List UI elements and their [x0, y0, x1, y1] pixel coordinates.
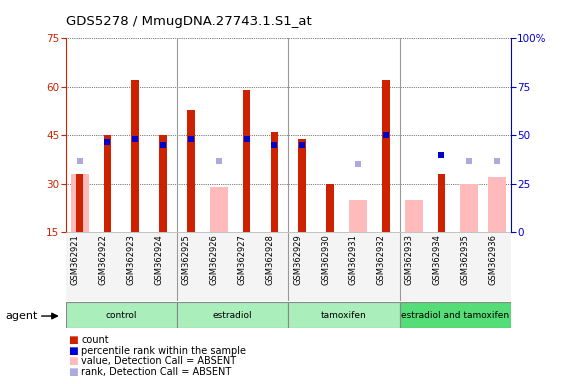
Text: GSM362926: GSM362926 [210, 235, 219, 285]
Bar [131, 80, 139, 232]
Text: ■: ■ [69, 367, 78, 377]
Text: count: count [81, 335, 108, 345]
Bar [71, 174, 89, 232]
Text: control: control [106, 311, 137, 320]
Bar [428, 233, 456, 301]
Text: agent: agent [6, 311, 38, 321]
Text: GSM362923: GSM362923 [126, 235, 135, 285]
Text: GSM362934: GSM362934 [432, 235, 441, 285]
Bar [94, 233, 122, 301]
Text: rank, Detection Call = ABSENT: rank, Detection Call = ABSENT [81, 367, 231, 377]
Bar [159, 136, 167, 232]
Text: estradiol: estradiol [213, 311, 252, 320]
Bar [288, 302, 400, 328]
Text: GSM362936: GSM362936 [488, 235, 497, 285]
Bar [205, 233, 233, 301]
Bar [483, 233, 511, 301]
Bar [149, 233, 177, 301]
Text: GSM362935: GSM362935 [460, 235, 469, 285]
Bar [460, 184, 478, 232]
Bar [299, 139, 306, 232]
Text: GSM362921: GSM362921 [71, 235, 79, 285]
Bar [382, 80, 389, 232]
Text: GSM362927: GSM362927 [238, 235, 247, 285]
Bar [233, 233, 260, 301]
Bar [66, 302, 177, 328]
Text: GSM362924: GSM362924 [154, 235, 163, 285]
Text: GSM362930: GSM362930 [321, 235, 330, 285]
Bar [488, 177, 506, 232]
Text: estradiol and tamoxifen: estradiol and tamoxifen [401, 311, 509, 320]
Bar [260, 233, 288, 301]
Text: GSM362922: GSM362922 [98, 235, 107, 285]
Bar [400, 233, 428, 301]
Bar [66, 233, 94, 301]
Bar [243, 90, 251, 232]
Text: GSM362933: GSM362933 [405, 235, 413, 285]
Bar [405, 200, 423, 232]
Bar [400, 302, 511, 328]
Bar [326, 184, 334, 232]
Text: GSM362931: GSM362931 [349, 235, 358, 285]
Bar [316, 233, 344, 301]
Bar [103, 136, 111, 232]
Bar [177, 233, 205, 301]
Bar [122, 233, 149, 301]
Bar [437, 174, 445, 232]
Text: GSM362929: GSM362929 [293, 235, 302, 285]
Text: GSM362928: GSM362928 [266, 235, 275, 285]
Bar [288, 233, 316, 301]
Text: tamoxifen: tamoxifen [321, 311, 367, 320]
Bar [187, 109, 195, 232]
Bar [210, 187, 228, 232]
Text: ■: ■ [69, 356, 78, 366]
Bar [372, 233, 400, 301]
Bar [76, 174, 83, 232]
Bar [344, 233, 372, 301]
Bar [349, 200, 367, 232]
Text: ■: ■ [69, 335, 78, 345]
Text: GSM362925: GSM362925 [182, 235, 191, 285]
Text: percentile rank within the sample: percentile rank within the sample [81, 346, 246, 356]
Bar [177, 302, 288, 328]
Text: ■: ■ [69, 346, 78, 356]
Text: GDS5278 / MmugDNA.27743.1.S1_at: GDS5278 / MmugDNA.27743.1.S1_at [66, 15, 311, 28]
Text: value, Detection Call = ABSENT: value, Detection Call = ABSENT [81, 356, 236, 366]
Text: GSM362932: GSM362932 [377, 235, 386, 285]
Bar [271, 132, 278, 232]
Bar [456, 233, 483, 301]
